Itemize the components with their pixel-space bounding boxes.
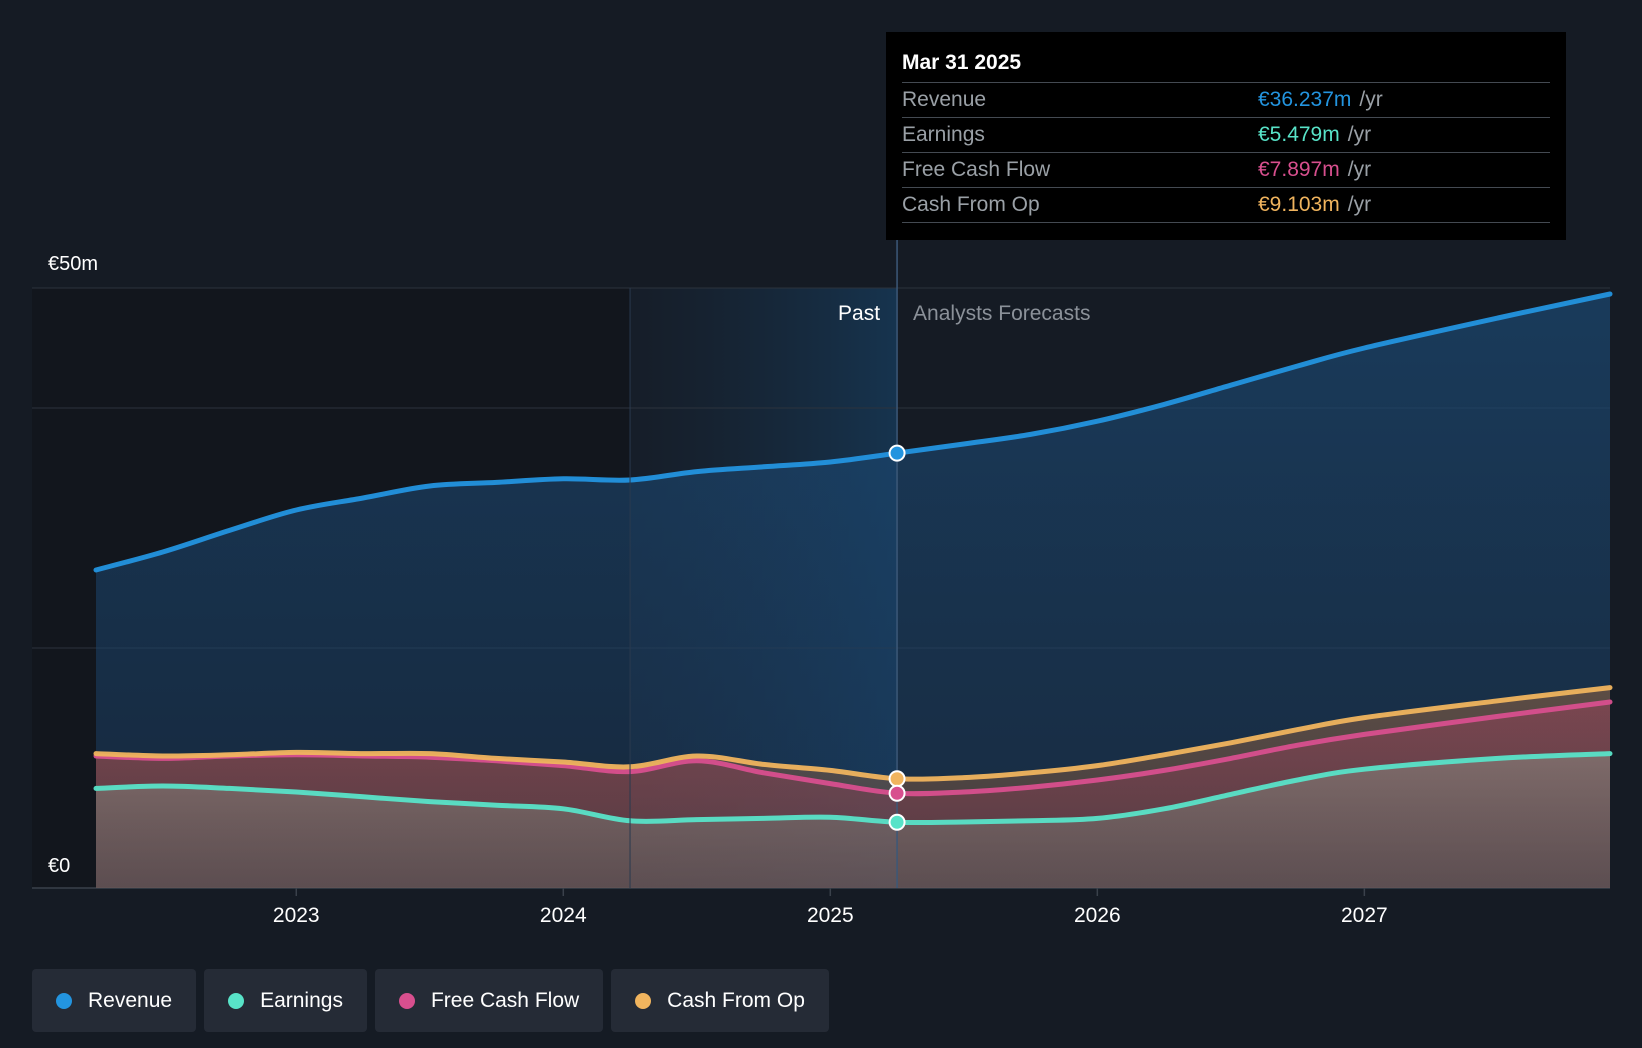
tooltip-row-free-cash-flow: Free Cash Flow €7.897m /yr bbox=[902, 153, 1550, 188]
legend-label: Cash From Op bbox=[667, 988, 805, 1012]
x-tick-label: 2027 bbox=[1341, 904, 1388, 927]
legend-item-free-cash-flow[interactable]: Free Cash Flow bbox=[374, 969, 604, 1032]
tooltip: Mar 31 2025 Revenue €36.237m /yr Earning… bbox=[886, 32, 1566, 240]
legend: Revenue Earnings Free Cash Flow Cash Fro… bbox=[32, 969, 829, 1032]
tooltip-unit: /yr bbox=[1359, 88, 1383, 111]
tooltip-label: Cash From Op bbox=[902, 193, 1040, 216]
tooltip-value: €5.479m bbox=[1258, 123, 1340, 146]
free-cash-flow-marker[interactable] bbox=[888, 784, 906, 802]
legend-dot-icon bbox=[398, 992, 415, 1009]
legend-dot-icon bbox=[56, 992, 72, 1009]
tooltip-label: Revenue bbox=[902, 88, 987, 111]
series-lines bbox=[93, 291, 1613, 826]
tooltip-value: €9.103m bbox=[1258, 193, 1340, 216]
tooltip-unit: /yr bbox=[1347, 193, 1372, 216]
tooltip-value: €7.897m bbox=[1258, 158, 1340, 181]
tooltip-row-revenue: Revenue €36.237m /yr bbox=[902, 83, 1550, 118]
tooltip-value: €36.237m bbox=[1258, 88, 1352, 111]
y-axis-bottom-label: €0 bbox=[48, 855, 70, 877]
legend-label: Free Cash Flow bbox=[430, 988, 580, 1012]
earnings-line bbox=[93, 751, 1613, 826]
tooltip-label: Free Cash Flow bbox=[902, 158, 1051, 181]
tooltip-row-cash-from-op: Cash From Op €9.103m /yr bbox=[902, 188, 1550, 223]
revenue-area bbox=[96, 294, 1610, 888]
legend-dot-icon bbox=[635, 992, 652, 1009]
tooltip-unit: /yr bbox=[1347, 158, 1372, 181]
forecast-label: Analysts Forecasts bbox=[913, 302, 1090, 325]
x-axis-ticks: 2023 2024 2025 2026 2027 bbox=[273, 888, 1388, 927]
revenue-line bbox=[93, 291, 1613, 573]
legend-dot-icon bbox=[228, 992, 245, 1009]
past-label: Past bbox=[838, 302, 880, 325]
earnings-marker[interactable] bbox=[888, 813, 906, 831]
tooltip-row-earnings: Earnings €5.479m /yr bbox=[902, 118, 1550, 153]
legend-label: Earnings bbox=[260, 988, 343, 1012]
x-tick-label: 2023 bbox=[273, 904, 320, 927]
revenue-marker[interactable] bbox=[888, 444, 906, 462]
x-tick-label: 2026 bbox=[1074, 904, 1121, 927]
cash-from-op-marker[interactable] bbox=[888, 770, 906, 788]
legend-label: Revenue bbox=[88, 988, 173, 1012]
legend-item-cash-from-op[interactable]: Cash From Op bbox=[611, 969, 829, 1032]
tooltip-label: Earnings bbox=[902, 123, 985, 146]
x-tick-label: 2025 bbox=[807, 904, 854, 927]
tooltip-date: Mar 31 2025 bbox=[902, 46, 1550, 83]
y-axis-top-label: €50m bbox=[48, 253, 98, 275]
legend-item-earnings[interactable]: Earnings bbox=[204, 969, 367, 1032]
tooltip-unit: /yr bbox=[1347, 123, 1372, 146]
legend-item-revenue[interactable]: Revenue bbox=[32, 969, 197, 1032]
cash-from-op-line bbox=[93, 685, 1613, 782]
x-tick-label: 2024 bbox=[540, 904, 587, 927]
highlight-markers bbox=[888, 444, 906, 831]
